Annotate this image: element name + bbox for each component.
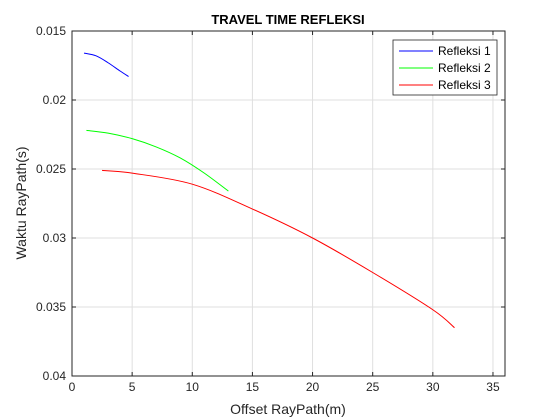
x-axis-label: Offset RayPath(m)	[230, 401, 346, 417]
x-tick-label: 10	[186, 380, 200, 394]
y-tick-label: 0.03	[43, 231, 67, 245]
y-tick-label: 0.025	[36, 162, 66, 176]
y-tick-label: 0.02	[43, 93, 67, 107]
x-tick-label: 15	[246, 380, 260, 394]
y-tick-label: 0.035	[36, 300, 66, 314]
series-layer	[83, 52, 455, 329]
legend-label-2: Refleksi 2	[438, 61, 491, 75]
x-tick-label: 0	[69, 380, 76, 394]
x-tick-label: 20	[306, 380, 320, 394]
x-tick-label: 5	[129, 380, 136, 394]
legend: Refleksi 1 Refleksi 2 Refleksi 3	[392, 39, 498, 96]
y-tick-label: 0.04	[43, 369, 67, 383]
x-tick-label: 25	[366, 380, 380, 394]
legend-label-3: Refleksi 3	[438, 78, 491, 92]
x-tick-label: 30	[426, 380, 440, 394]
series-line-3	[102, 169, 455, 329]
legend-label-1: Refleksi 1	[438, 44, 491, 58]
x-tick-label: 35	[486, 380, 500, 394]
y-tick-label: 0.015	[36, 24, 66, 38]
series-line-2	[86, 129, 229, 192]
axes-box	[71, 30, 506, 377]
x-ticks: 0 5 10 15 20 25 30 35	[69, 31, 500, 394]
series-line-1	[83, 52, 129, 77]
chart-title: TRAVEL TIME REFLEKSI	[211, 12, 364, 27]
y-axis-label: Waktu RayPath(s)	[13, 146, 29, 259]
y-ticks: 0.015 0.02 0.025 0.03 0.035 0.04	[36, 24, 505, 383]
